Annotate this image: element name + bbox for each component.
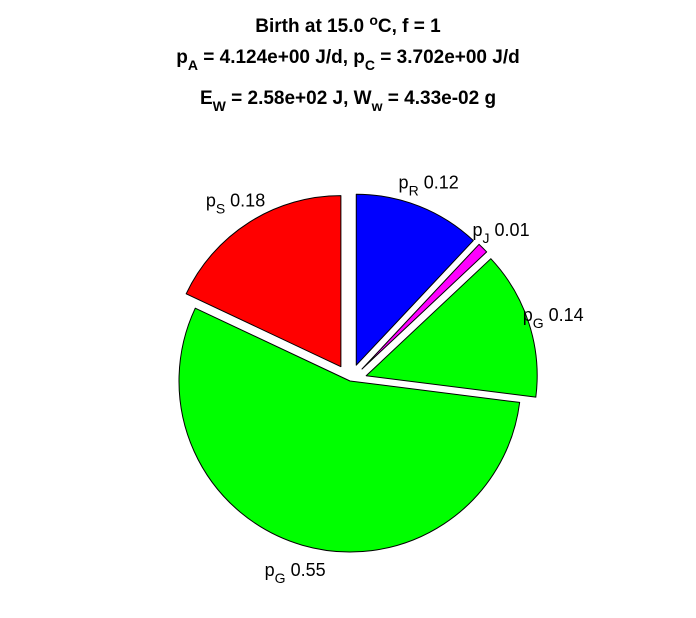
pie-slice-j-1 [361, 243, 488, 370]
slice-label-symbol: p [473, 220, 483, 240]
slice-label-subscript: G [533, 315, 544, 331]
title-line-1-part-0: Birth at 15.0 [255, 16, 369, 37]
title-line-2-part-4: = 3.702e+00 J/d [375, 47, 520, 68]
title-line-1: Birth at 15.0 oC, f = 1 [255, 12, 441, 37]
slice-label-value: 0.12 [419, 172, 459, 192]
slice-label-symbol: p [399, 172, 409, 192]
title-line-2-part-0: p [176, 47, 188, 68]
title-line-1-part-2: C, f = 1 [378, 16, 441, 37]
slice-label-subscript: J [483, 230, 490, 246]
title-line-2-part-1: A [188, 57, 198, 73]
slice-label-symbol: p [265, 560, 275, 580]
slice-label-value: 0.01 [490, 220, 530, 240]
slice-label-1: pJ 0.01 [473, 220, 530, 246]
pie-slice-r-0 [355, 193, 474, 366]
title-line-2: pA = 4.124e+00 J/d, pC = 3.702e+00 J/d [176, 47, 519, 73]
slice-label-3: pG 0.55 [265, 560, 326, 586]
pie-slice-g-3 [178, 307, 521, 553]
pie-slice-s-4 [185, 195, 342, 368]
slice-label-symbol: p [523, 305, 533, 325]
chart-title: Birth at 15.0 oC, f = 1 pA = 4.124e+00 J/… [176, 12, 519, 114]
title-line-2-part-3: C [365, 57, 375, 73]
pie-slices [178, 193, 538, 553]
slice-label-symbol: p [206, 191, 216, 211]
slice-label-value: 0.14 [544, 305, 584, 325]
title-line-3-part-0: E [200, 88, 213, 109]
title-line-3: EW = 2.58e+02 J, Ww = 4.33e-02 g [200, 88, 496, 114]
pie-slice-g-2 [365, 258, 538, 398]
title-line-3-part-1: W [213, 98, 227, 114]
title-line-3-part-3: w [371, 98, 383, 114]
slice-label-0: pR 0.12 [399, 172, 459, 198]
slice-label-4: pS 0.18 [206, 191, 265, 217]
slice-label-value: 0.18 [225, 191, 265, 211]
slice-label-2: pG 0.14 [523, 305, 584, 331]
title-line-3-part-2: = 2.58e+02 J, W [226, 88, 372, 109]
slice-label-value: 0.55 [286, 560, 326, 580]
slice-label-subscript: G [275, 570, 286, 586]
title-line-3-part-4: = 4.33e-02 g [383, 88, 497, 109]
title-line-1-part-1: o [369, 12, 378, 28]
slice-label-subscript: S [216, 201, 225, 217]
title-line-2-part-2: = 4.124e+00 J/d, p [198, 47, 365, 68]
slice-label-subscript: R [409, 182, 419, 198]
